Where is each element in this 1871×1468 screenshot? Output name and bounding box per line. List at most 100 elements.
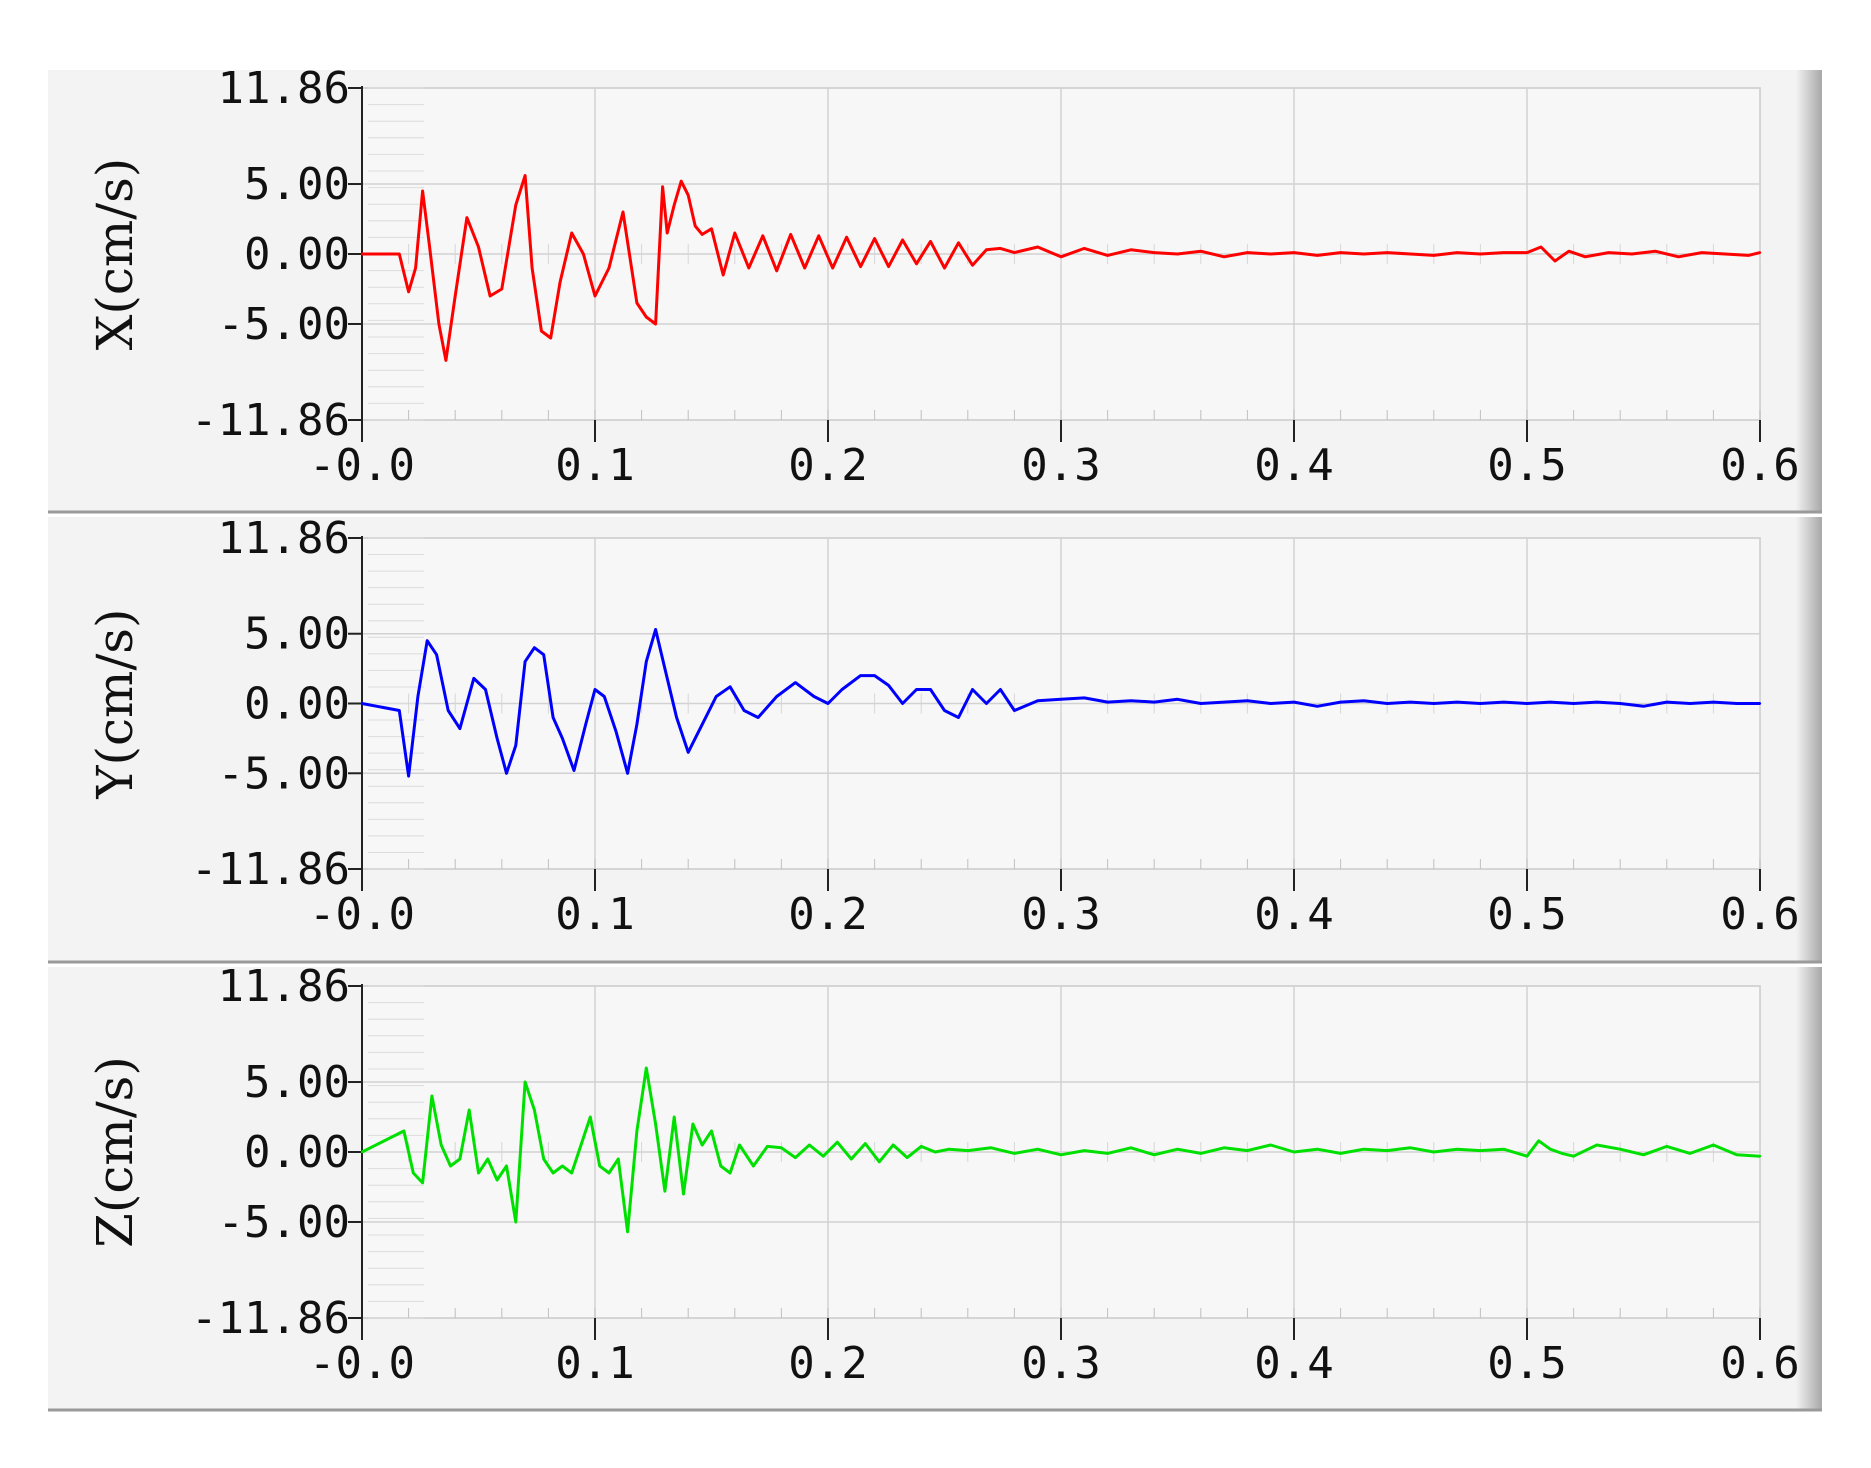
data-point bbox=[402, 1129, 406, 1133]
data-point bbox=[878, 1160, 881, 1163]
data-point bbox=[1153, 700, 1156, 704]
data-point bbox=[1129, 699, 1133, 702]
data-point bbox=[523, 1080, 527, 1084]
data-point bbox=[414, 266, 417, 270]
data-point bbox=[1292, 1150, 1296, 1154]
data-point bbox=[1455, 251, 1459, 254]
data-point bbox=[1362, 699, 1366, 702]
data-point bbox=[1129, 1146, 1133, 1150]
data-point bbox=[1176, 698, 1179, 701]
data-point bbox=[570, 1171, 573, 1175]
data-point bbox=[700, 1143, 704, 1147]
data-point bbox=[1083, 247, 1086, 250]
data-point bbox=[398, 709, 401, 712]
data-point bbox=[449, 1164, 452, 1168]
data-point bbox=[598, 1164, 601, 1168]
data-point bbox=[570, 231, 573, 235]
data-point bbox=[747, 266, 750, 270]
data-point bbox=[488, 294, 492, 298]
data-point bbox=[1665, 700, 1669, 704]
x-tick-label: 0.2 bbox=[788, 1338, 867, 1389]
y-tick-label: 11.86 bbox=[218, 63, 350, 114]
data-point bbox=[1502, 1148, 1505, 1151]
data-point bbox=[454, 294, 457, 298]
x-tick-label: -0.0 bbox=[309, 889, 415, 940]
data-point bbox=[407, 290, 410, 293]
data-point bbox=[426, 639, 429, 642]
data-point bbox=[1665, 1145, 1669, 1148]
data-point bbox=[1525, 702, 1529, 705]
data-point bbox=[412, 1171, 415, 1175]
data-point bbox=[614, 730, 618, 733]
data-point bbox=[1292, 700, 1296, 704]
data-point bbox=[831, 266, 834, 270]
data-point bbox=[495, 1178, 499, 1182]
data-point bbox=[1688, 702, 1692, 705]
data-point bbox=[1246, 251, 1249, 254]
data-point bbox=[1525, 1154, 1529, 1158]
data-point bbox=[1153, 1153, 1156, 1156]
data-point bbox=[1013, 709, 1016, 712]
velocity-panel-y: 11.86 5.00 0.00 -5.00 -11.86-0.0 0.1 0.2 0.3 0.4… bbox=[48, 513, 1822, 964]
x-tick-label: -0.0 bbox=[309, 1338, 415, 1389]
data-point bbox=[957, 716, 960, 719]
data-point bbox=[1153, 251, 1156, 254]
data-point bbox=[1549, 700, 1552, 704]
data-point bbox=[1479, 252, 1482, 256]
data-point bbox=[1386, 1149, 1389, 1152]
data-point bbox=[794, 681, 797, 684]
data-point bbox=[817, 234, 820, 238]
data-point bbox=[416, 695, 420, 698]
data-point bbox=[1455, 1148, 1459, 1151]
data-point bbox=[780, 1146, 783, 1150]
data-point bbox=[514, 203, 517, 207]
data-point bbox=[572, 769, 576, 772]
data-point bbox=[558, 280, 562, 284]
data-point bbox=[721, 273, 725, 277]
data-point bbox=[523, 174, 527, 177]
data-point bbox=[850, 1157, 853, 1161]
data-point bbox=[775, 695, 778, 698]
data-point bbox=[1339, 700, 1342, 704]
data-point bbox=[561, 737, 564, 740]
data-point bbox=[430, 1094, 434, 1098]
data-point bbox=[1630, 252, 1634, 256]
data-point bbox=[728, 685, 732, 688]
data-point bbox=[901, 238, 904, 242]
data-point bbox=[966, 1149, 969, 1152]
data-point bbox=[458, 727, 462, 730]
data-point bbox=[728, 1171, 732, 1175]
data-point bbox=[549, 336, 552, 340]
data-point bbox=[1619, 1148, 1622, 1151]
data-point bbox=[700, 723, 704, 726]
data-point bbox=[826, 702, 830, 705]
data-point bbox=[859, 265, 862, 268]
data-point bbox=[1642, 705, 1645, 708]
data-point bbox=[593, 688, 597, 691]
data-point bbox=[1747, 254, 1750, 257]
data-point bbox=[742, 709, 746, 712]
data-point bbox=[551, 716, 555, 719]
data-point bbox=[495, 737, 499, 740]
y-tick-label: 5.00 bbox=[244, 609, 350, 660]
data-point bbox=[477, 245, 480, 249]
series-line bbox=[361, 1066, 1761, 1234]
x-tick-label: 0.1 bbox=[555, 1338, 634, 1389]
data-point bbox=[1712, 1143, 1715, 1147]
data-point bbox=[1688, 1152, 1692, 1155]
panel-edge-shade bbox=[1796, 517, 1822, 962]
data-point bbox=[1292, 251, 1296, 254]
data-point bbox=[943, 709, 946, 712]
data-point bbox=[1176, 252, 1179, 256]
data-point bbox=[1339, 251, 1342, 254]
data-point bbox=[920, 1145, 923, 1148]
data-point bbox=[1700, 251, 1703, 254]
data-point bbox=[915, 688, 918, 691]
data-point bbox=[1525, 251, 1529, 254]
data-point bbox=[687, 194, 690, 197]
x-tick-label: 0.5 bbox=[1487, 1338, 1566, 1389]
data-point bbox=[808, 1143, 811, 1147]
data-point bbox=[1479, 702, 1482, 705]
data-point bbox=[971, 263, 974, 267]
data-point bbox=[663, 667, 667, 670]
